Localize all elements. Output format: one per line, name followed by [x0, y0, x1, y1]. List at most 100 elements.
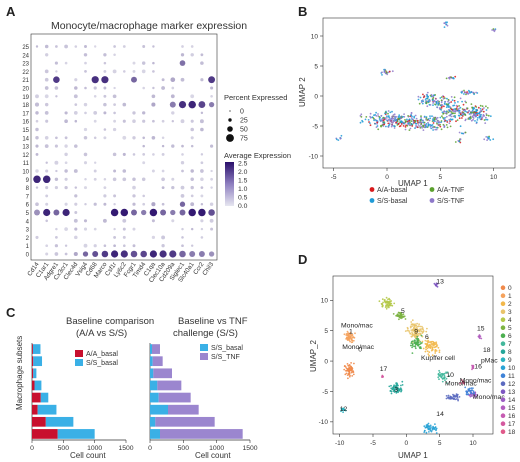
expression-dot: [200, 111, 204, 115]
umap-b-point: [436, 122, 438, 125]
expression-dot: [91, 76, 99, 84]
umap-b-point: [486, 118, 489, 121]
umap-d-point: [426, 327, 428, 330]
umap-b-point: [465, 111, 468, 113]
expression-dot: [73, 111, 78, 115]
umap-b-point: [475, 121, 478, 124]
expression-dot: [53, 76, 60, 83]
bar-segment: [32, 429, 58, 439]
umap-b-point: [425, 102, 428, 105]
expression-dot: [209, 218, 214, 223]
expression-dot: [103, 202, 107, 206]
umap-d-point: [415, 334, 418, 337]
umap-b-point: [383, 118, 386, 121]
umap-b-point: [375, 115, 378, 117]
umap-d-point: [467, 393, 470, 396]
umap-d-point: [434, 350, 437, 353]
bar-segment: [32, 416, 46, 427]
umap-d-point: [348, 338, 351, 340]
umap-b-point: [431, 118, 434, 120]
umap-d-point: [437, 346, 440, 349]
expression-dot: [35, 144, 39, 148]
umap-d-point: [435, 285, 438, 287]
umap-b-point: [419, 126, 422, 129]
expression-dot: [94, 45, 97, 48]
umap-b-point: [464, 131, 467, 134]
expression-dot: [142, 202, 146, 206]
umap-b-point: [376, 121, 379, 124]
umap-d-point: [413, 339, 416, 342]
bar-segment: [34, 380, 42, 391]
expression-dot: [151, 102, 156, 107]
dotplot-area: [30, 33, 218, 261]
expression-dot: [43, 208, 51, 217]
umap-d-point: [433, 282, 436, 285]
expression-dot: [141, 177, 146, 182]
bar-segment: [168, 404, 199, 415]
umap-d-point: [428, 351, 431, 354]
umap-d-point: [345, 334, 348, 336]
umap-d-point: [422, 330, 425, 332]
umap-d-point: [433, 341, 436, 344]
x-tick-label: 500: [178, 445, 190, 452]
umap-d-point: [469, 393, 472, 396]
umap-d-point: [429, 427, 432, 430]
cluster-tick-label: 3: [26, 228, 30, 234]
expression-dot: [35, 136, 39, 140]
umap-b-point: [437, 104, 440, 106]
umap-d-point: [459, 382, 462, 385]
expression-dot: [55, 95, 58, 98]
umap-b-point: [383, 122, 386, 124]
expression-dot: [102, 218, 107, 223]
umap-b-point: [382, 125, 385, 127]
legend-swatch: [500, 293, 506, 299]
umap-b-point: [475, 110, 478, 113]
umap-d-points: [340, 282, 483, 434]
bar-segment: [40, 392, 49, 403]
expression-dot: [198, 208, 206, 217]
umap-d-point: [348, 364, 351, 366]
expression-dot: [141, 61, 146, 65]
expression-dot: [190, 194, 194, 198]
umap-b-point: [452, 109, 455, 111]
expression-dot: [149, 208, 158, 217]
umap-b-point: [486, 139, 488, 142]
legend-label: 4: [508, 317, 512, 324]
umap-b-point: [426, 119, 429, 121]
umap-b-point: [461, 117, 463, 119]
size-legend-dot: [227, 126, 233, 132]
expression-dot: [142, 45, 146, 48]
x-tick-label: 1500: [118, 445, 133, 452]
expression-dot: [160, 209, 167, 216]
expression-dot: [103, 61, 107, 65]
legend-swatch: [500, 349, 506, 355]
umap-b-point: [485, 136, 488, 138]
umap-b-point: [464, 109, 467, 111]
umap-d-point: [414, 328, 417, 331]
umap-d-area: [332, 275, 494, 435]
umap-d-point: [421, 325, 423, 328]
expression-dot: [35, 186, 39, 189]
umap-b-point: [446, 24, 449, 27]
expression-dot: [64, 119, 68, 124]
umap-b-point: [449, 106, 452, 109]
umap-b-point: [479, 110, 482, 113]
size-legend-dot: [228, 118, 232, 122]
x-tick-label: 10: [490, 174, 498, 181]
expression-dot: [161, 177, 165, 182]
color-legend-label: 0.5: [238, 195, 248, 202]
umap-b-point: [454, 110, 457, 113]
expression-dot: [152, 70, 155, 73]
umap-b-point: [403, 122, 405, 125]
bar-panels: Baseline comparison (A/A vs S/S) Baselin…: [15, 316, 258, 460]
umap-b-point: [432, 104, 434, 106]
expression-dot: [210, 169, 213, 173]
umap-b-point: [472, 111, 474, 114]
bar-segment: [32, 344, 33, 354]
bar-segment: [150, 344, 152, 354]
cluster-tick-label: 14: [22, 136, 29, 142]
umap-d-point: [396, 314, 398, 317]
expression-dot: [64, 202, 68, 206]
expression-dot: [113, 194, 117, 198]
umap-b-point: [384, 118, 387, 121]
